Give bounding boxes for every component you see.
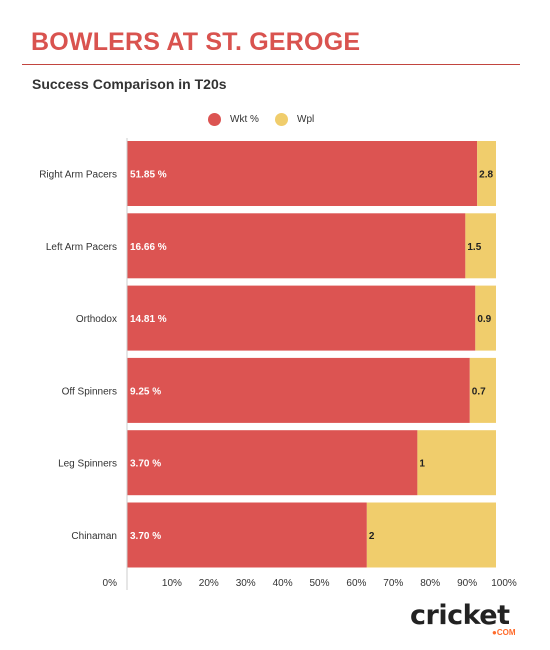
x-tick-label: 30%: [236, 578, 256, 589]
x-tick-label: 70%: [383, 578, 403, 589]
data-label-wkt: 3.70 %: [130, 531, 161, 542]
bar-wkt: [127, 285, 476, 351]
logo-suffix: ●COM: [492, 628, 516, 637]
category-label: Off Spinners: [62, 386, 117, 397]
chart-legend: Wkt % Wpl: [0, 113, 550, 131]
data-label-wpl: 0.7: [472, 386, 486, 397]
title-divider: [22, 64, 520, 65]
bar-chart: 51.85 % 2.8 Right Arm Pacers 16.66 % 1.5 Left…: [39, 138, 517, 590]
chart-title: BOWLERS AT ST. GEROGE: [31, 28, 361, 56]
bar-wkt: [127, 430, 418, 496]
bar-wkt: [127, 502, 367, 568]
data-label-wkt: 14.81 %: [130, 314, 167, 325]
brand-logo: cricket ●COM: [410, 600, 525, 640]
legend-label-wkt: Wkt %: [230, 114, 259, 125]
bar-wpl: [469, 357, 496, 423]
x-tick-label: 20%: [199, 578, 219, 589]
data-label-wkt: 51.85 %: [130, 170, 167, 181]
data-label-wpl: 0.9: [477, 314, 491, 325]
x-tick-label: 40%: [273, 578, 293, 589]
bar-wpl: [465, 213, 496, 279]
bar-wpl: [366, 502, 496, 568]
bar-wpl: [477, 141, 496, 206]
category-label: Orthodox: [76, 314, 117, 325]
data-label-wpl: 1.5: [467, 242, 481, 253]
x-tick-label: 80%: [420, 578, 440, 589]
category-label: Left Arm Pacers: [46, 242, 117, 253]
bar-wpl: [475, 285, 496, 351]
data-label-wpl: 2: [369, 531, 375, 542]
x-tick-label: 50%: [309, 578, 329, 589]
legend-swatch-wkt: [208, 113, 221, 126]
bar-wkt: [127, 213, 466, 279]
category-label: Right Arm Pacers: [39, 170, 117, 181]
x-tick-label: 100%: [491, 578, 517, 589]
legend-label-wpl: Wpl: [297, 114, 315, 125]
data-label-wkt: 3.70 %: [130, 459, 161, 470]
x-tick-label: 10%: [162, 578, 182, 589]
category-label: Leg Spinners: [58, 459, 117, 470]
bar-wpl: [417, 430, 496, 496]
data-label-wpl: 1: [419, 459, 425, 470]
category-label: Chinaman: [71, 531, 117, 542]
x-tick-label: 0%: [103, 578, 118, 589]
legend-item-wpl: Wpl: [275, 113, 314, 126]
logo-wordmark: cricket: [410, 600, 510, 631]
data-label-wkt: 9.25 %: [130, 386, 161, 397]
data-label-wkt: 16.66 %: [130, 242, 167, 253]
chart-subtitle: Success Comparison in T20s: [32, 76, 227, 92]
x-tick-label: 60%: [346, 578, 366, 589]
data-label-wpl: 2.8: [479, 170, 493, 181]
bar-wkt: [127, 357, 470, 423]
x-tick-label: 90%: [457, 578, 477, 589]
legend-swatch-wpl: [275, 113, 288, 126]
legend-item-wkt: Wkt %: [208, 113, 259, 126]
bar-wkt: [127, 141, 478, 206]
